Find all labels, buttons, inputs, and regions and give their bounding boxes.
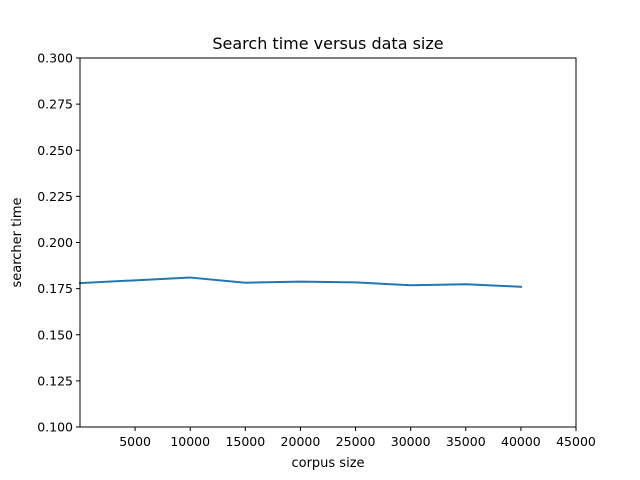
x-tick-label: 30000 (391, 434, 431, 449)
x-tick-label: 5000 (119, 434, 151, 449)
x-tick-label: 45000 (556, 434, 596, 449)
y-axis-label: searcher time (10, 197, 25, 287)
x-tick-label: 20000 (281, 434, 321, 449)
y-tick-label: 0.200 (37, 235, 73, 250)
y-tick-label: 0.275 (37, 97, 73, 112)
y-tick-label: 0.100 (37, 420, 73, 435)
y-tick-label: 0.225 (37, 189, 73, 204)
x-tick-label: 15000 (225, 434, 265, 449)
x-axis: 5000 10000 15000 20000 25000 30000 35000 40000 4… (119, 427, 596, 449)
x-tick-label: 10000 (170, 434, 210, 449)
y-tick-label: 0.125 (37, 373, 73, 388)
y-tick-label: 0.250 (37, 143, 73, 158)
x-tick-label: 35000 (446, 434, 486, 449)
y-tick-label: 0.150 (37, 327, 73, 342)
plot-lines (78, 276, 522, 288)
x-tick-label: 40000 (501, 434, 541, 449)
x-axis-label: corpus size (291, 456, 364, 471)
series-line-0 (78, 276, 522, 288)
y-tick-label: 0.175 (37, 281, 73, 296)
y-axis: 0.100 0.125 0.150 0.175 0.200 0.225 0.250 0.275… (37, 51, 80, 435)
plot-frame (79, 57, 577, 428)
y-tick-label: 0.300 (37, 51, 73, 66)
x-tick-label: 25000 (336, 434, 376, 449)
chart-title: Search time versus data size (212, 34, 443, 53)
